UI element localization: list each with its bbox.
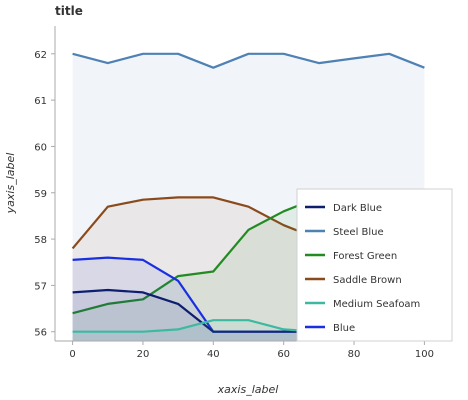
y-tick-label: 59 xyxy=(34,189,47,200)
y-tick-label: 56 xyxy=(34,328,47,339)
legend-label-steel-blue: Steel Blue xyxy=(333,227,384,238)
y-tick-label: 60 xyxy=(34,142,47,153)
series-line-steel-blue xyxy=(72,52,425,69)
legend: Dark Blue Steel Blue Forest Green Saddle Br… xyxy=(296,188,453,342)
legend-box xyxy=(296,188,453,342)
chart-title: title xyxy=(55,4,83,18)
legend-label-forest-green: Forest Green xyxy=(333,251,397,262)
legend-label-dark-blue: Dark Blue xyxy=(333,203,382,214)
y-tick-label: 62 xyxy=(34,50,47,61)
x-axis-label: xaxis_label xyxy=(217,383,279,396)
x-tick-label: 0 xyxy=(69,349,75,360)
x-tick-label: 60 xyxy=(277,349,290,360)
legend-label-medium-seafoam: Medium Seafoam xyxy=(333,299,420,310)
series-area-blue xyxy=(72,257,425,341)
x-ticks: 0 20 40 60 80 100 xyxy=(69,341,434,360)
x-tick-label: 40 xyxy=(207,349,220,360)
legend-label-saddle-brown: Saddle Brown xyxy=(333,275,402,286)
y-ticks: 56 57 58 59 60 61 62 xyxy=(34,50,55,339)
y-tick-label: 61 xyxy=(34,96,47,107)
y-tick-label: 58 xyxy=(34,235,47,246)
y-tick-label: 57 xyxy=(34,281,47,292)
x-tick-label: 20 xyxy=(137,349,150,360)
series-area-dark-blue xyxy=(72,290,425,341)
x-tick-label: 100 xyxy=(415,349,434,360)
legend-label-blue: Blue xyxy=(333,323,355,334)
x-tick-label: 80 xyxy=(348,349,361,360)
y-axis-label: yaxis_label xyxy=(4,153,17,215)
